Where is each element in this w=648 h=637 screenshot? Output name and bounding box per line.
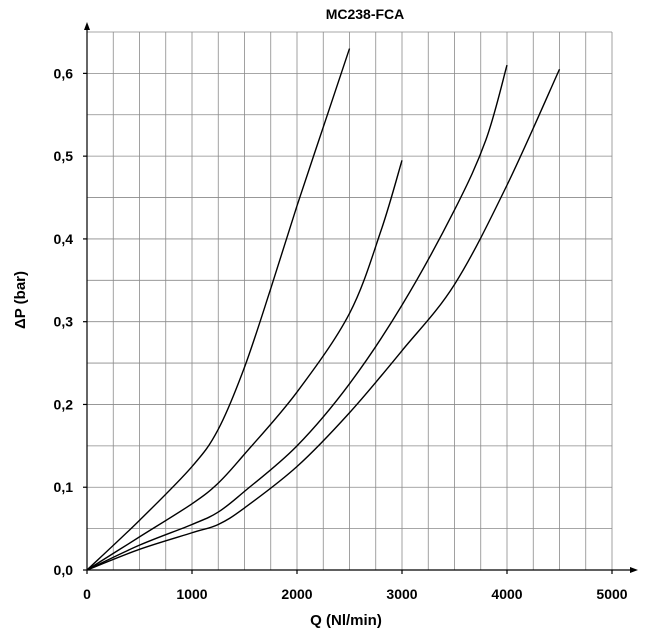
series-line-1: [86, 48, 351, 571]
y-tick-labels: 0,0 0,1 0,2 0,3 0,4 0,5 0,6: [54, 65, 74, 578]
y-axis-label: ΔP (bar): [12, 271, 29, 329]
x-tick-label: 4000: [491, 586, 522, 602]
x-tick-labels: 0 1000 2000 3000 4000 5000: [83, 586, 628, 602]
series-line-2: [86, 160, 403, 571]
x-axis-arrow: [630, 567, 638, 573]
x-tick-label: 3000: [386, 586, 417, 602]
y-tick-label: 0,0: [54, 562, 74, 578]
x-axis-label: Q (Nl/min): [310, 612, 382, 629]
y-tick-label: 0,6: [54, 65, 74, 81]
x-tick-label: 5000: [596, 586, 627, 602]
series-line-4: [86, 68, 561, 571]
y-tick-label: 0,3: [54, 314, 74, 330]
chart-title: MC238-FCA: [326, 6, 405, 22]
y-tick-label: 0,2: [54, 396, 74, 412]
x-tick-label: 0: [83, 586, 91, 602]
series-lines: [86, 48, 561, 571]
series-line-3: [86, 64, 508, 571]
grid: [87, 31, 613, 570]
y-tick-label: 0,4: [54, 231, 74, 247]
y-tick-label: 0,5: [54, 148, 74, 164]
y-tick-label: 0,1: [54, 479, 74, 495]
axes: [83, 22, 638, 574]
x-tick-label: 2000: [281, 586, 312, 602]
x-tick-label: 1000: [176, 586, 207, 602]
y-axis-arrow: [84, 22, 90, 30]
